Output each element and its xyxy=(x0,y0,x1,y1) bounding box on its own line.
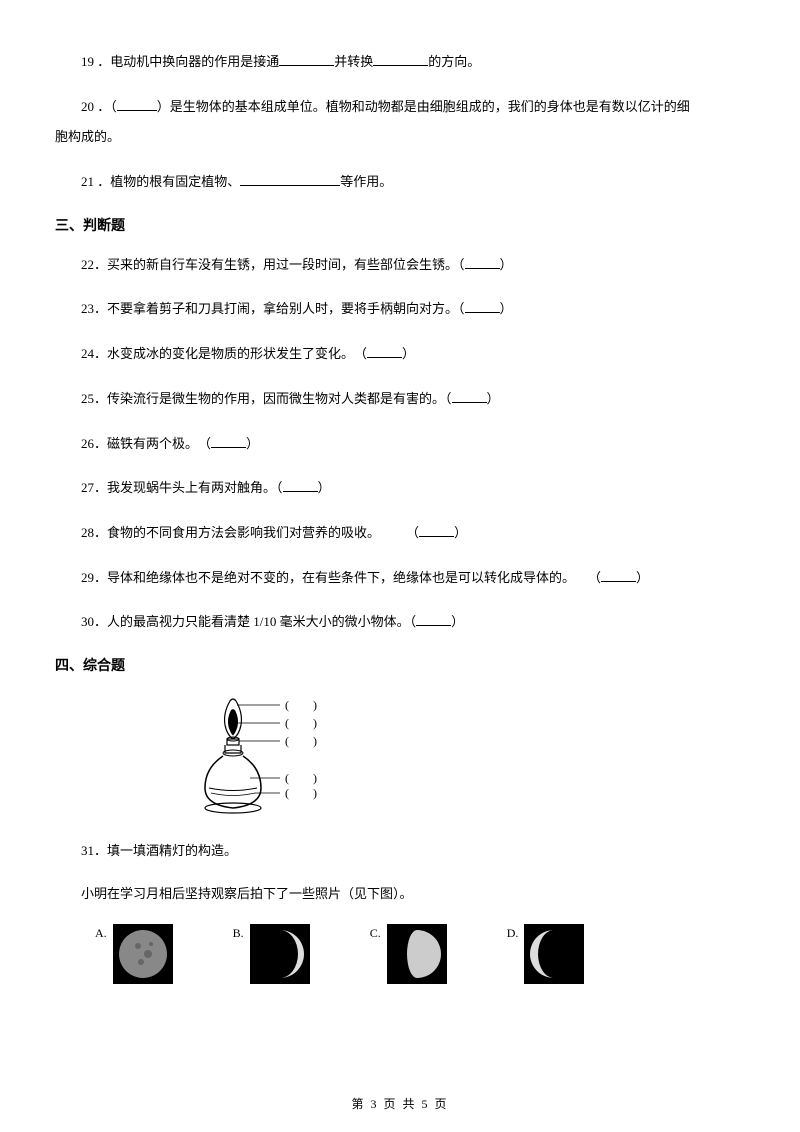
moon-phases-row: A. B. C. D. xyxy=(95,924,745,984)
q-text: ．填一填酒精灯的构造。 xyxy=(94,843,237,858)
moon-box-crescent-left xyxy=(524,924,584,984)
close-paren: ） xyxy=(246,436,259,451)
q-num: 20 xyxy=(81,99,94,114)
close-paren: ） xyxy=(318,480,331,495)
question-23: 23．不要拿着剪子和刀具打闹，拿给别人时，要将手柄朝向对方。（ ） xyxy=(55,297,745,322)
q-text: ．买来的新自行车没有生锈，用过一段时间，有些部位会生锈。（ xyxy=(94,257,465,272)
close-paren: ） xyxy=(500,301,513,316)
blank xyxy=(240,185,340,186)
q-text: ．导体和绝缘体也不是绝对不变的，在有些条件下，绝缘体也是可以转化成导体的。 （ xyxy=(94,570,601,585)
moon-d: D. xyxy=(507,924,585,984)
close-paren: ） xyxy=(451,614,464,629)
question-27: 27．我发现蜗牛头上有两对触角。（ ） xyxy=(55,476,745,501)
moon-label-d: D. xyxy=(507,926,519,941)
q-num: 19 xyxy=(81,54,94,69)
q-num: 28 xyxy=(81,525,94,540)
moon-label-b: B. xyxy=(233,926,244,941)
q-text: ．植物的根有固定植物、 xyxy=(97,174,240,189)
q-num: 22 xyxy=(81,257,94,272)
question-26: 26．磁铁有两个极。 （ ） xyxy=(55,432,745,457)
q-num: 27 xyxy=(81,480,94,495)
blank xyxy=(279,65,334,66)
close-paren: ） xyxy=(454,525,467,540)
q-text: 胞构成的。 xyxy=(55,129,120,144)
blank xyxy=(601,581,636,582)
question-30: 30．人的最高视力只能看清楚 1/10 毫米大小的微小物体。（ ） xyxy=(55,610,745,635)
q-num: 29 xyxy=(81,570,94,585)
q-num: 26 xyxy=(81,436,94,451)
blank xyxy=(465,312,500,313)
blank xyxy=(211,447,246,448)
moon-label-c: C. xyxy=(370,926,381,941)
q-num: 31 xyxy=(81,843,94,858)
moon-c: C. xyxy=(370,924,447,984)
svg-text:( ): ( ) xyxy=(285,734,317,748)
q-text: ．水变成冰的变化是物质的形状发生了变化。 （ xyxy=(94,346,367,361)
close-paren: ） xyxy=(636,570,649,585)
q-text: ．我发现蜗牛头上有两对触角。（ xyxy=(94,480,283,495)
q-text: ．人的最高视力只能看清楚 1/10 毫米大小的微小物体。（ xyxy=(94,614,416,629)
close-paren: ） xyxy=(402,346,415,361)
moon-label-a: A. xyxy=(95,926,107,941)
moon-box-gibbous xyxy=(387,924,447,984)
svg-text:( ): ( ) xyxy=(285,716,317,730)
q-text: ．不要拿着剪子和刀具打闹，拿给别人时，要将手柄朝向对方。（ xyxy=(94,301,465,316)
blank xyxy=(373,65,428,66)
question-21: 21 ．植物的根有固定植物、 等作用。 xyxy=(55,170,745,195)
q-num: 21 xyxy=(81,174,94,189)
page-footer: 第 3 页 共 5 页 xyxy=(0,1095,800,1112)
moon-b: B. xyxy=(233,924,310,984)
moon-box-full xyxy=(113,924,173,984)
moon-box-crescent-right xyxy=(250,924,310,984)
q-text: ．磁铁有两个极。 （ xyxy=(94,436,211,451)
blank xyxy=(283,491,318,492)
blank xyxy=(419,536,454,537)
section-4-title: 四、综合题 xyxy=(55,655,745,675)
q-text: 等作用。 xyxy=(340,174,392,189)
q-num: 24 xyxy=(81,346,94,361)
close-paren: ） xyxy=(487,391,500,406)
question-28: 28．食物的不同食用方法会影响我们对营养的吸收。 （ ） xyxy=(55,521,745,546)
blank xyxy=(117,110,157,111)
blank xyxy=(367,357,402,358)
question-24: 24．水变成冰的变化是物质的形状发生了变化。 （ ） xyxy=(55,342,745,367)
q-text: ．电动机中换向器的作用是接通 xyxy=(97,54,279,69)
q-text: ．传染流行是微生物的作用，因而微生物对人类都是有害的。（ xyxy=(94,391,452,406)
alcohol-lamp-diagram: ( ) ( ) ( ) ( ) ( ) xyxy=(185,693,745,827)
close-paren: ） xyxy=(500,257,513,272)
question-20: 20 ．（ ）是生物体的基本组成单位。植物和动物都是由细胞组成的，我们的身体也是有… xyxy=(55,95,745,120)
svg-text:( ): ( ) xyxy=(285,771,317,785)
question-22: 22．买来的新自行车没有生锈，用过一段时间，有些部位会生锈。（ ） xyxy=(55,253,745,278)
question-29: 29．导体和绝缘体也不是绝对不变的，在有些条件下，绝缘体也是可以转化成导体的。 … xyxy=(55,566,745,591)
q-text: ．（ xyxy=(97,99,117,114)
question-20-line2: 胞构成的。 xyxy=(55,125,745,150)
svg-text:( ): ( ) xyxy=(285,698,317,712)
q-text: ）是生物体的基本组成单位。植物和动物都是由细胞组成的，我们的身体也是有数以亿计的… xyxy=(157,99,690,114)
q-text: 并转换 xyxy=(334,54,373,69)
section-3-title: 三、判断题 xyxy=(55,215,745,235)
lamp-svg: ( ) ( ) ( ) ( ) ( ) xyxy=(185,693,355,823)
svg-text:( ): ( ) xyxy=(285,786,317,800)
question-25: 25．传染流行是微生物的作用，因而微生物对人类都是有害的。（ ） xyxy=(55,387,745,412)
q-text: 的方向。 xyxy=(428,54,480,69)
q-num: 30 xyxy=(81,614,94,629)
blank xyxy=(452,402,487,403)
blank xyxy=(416,625,451,626)
blank xyxy=(465,268,500,269)
q-num: 25 xyxy=(81,391,94,406)
moon-a: A. xyxy=(95,924,173,984)
question-31: 31．填一填酒精灯的构造。 xyxy=(55,839,745,864)
question-19: 19 ．电动机中换向器的作用是接通 并转换 的方向。 xyxy=(55,50,745,75)
q-num: 23 xyxy=(81,301,94,316)
moon-intro: 小明在学习月相后坚持观察后拍下了一些照片（见下图）。 xyxy=(55,882,745,907)
q-text: ．食物的不同食用方法会影响我们对营养的吸收。 （ xyxy=(94,525,419,540)
